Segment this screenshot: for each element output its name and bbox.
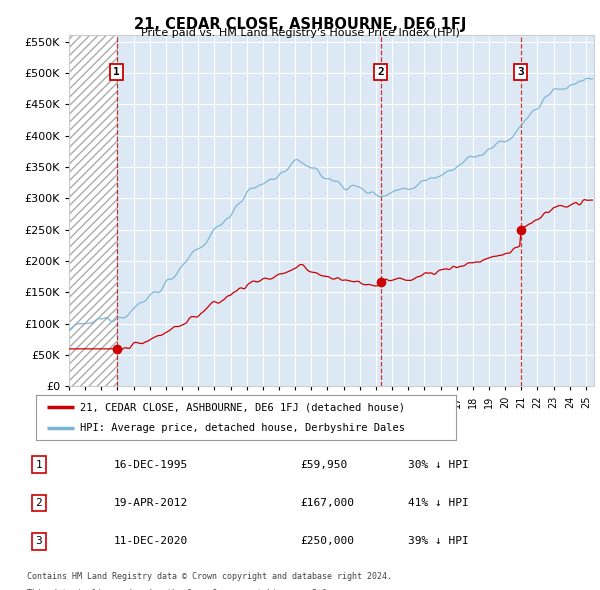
Text: £167,000: £167,000 xyxy=(300,498,354,508)
Text: 41% ↓ HPI: 41% ↓ HPI xyxy=(408,498,469,508)
Text: HPI: Average price, detached house, Derbyshire Dales: HPI: Average price, detached house, Derb… xyxy=(80,422,405,432)
Text: 3: 3 xyxy=(517,67,524,77)
Text: Price paid vs. HM Land Registry's House Price Index (HPI): Price paid vs. HM Land Registry's House … xyxy=(140,28,460,38)
Text: 16-DEC-1995: 16-DEC-1995 xyxy=(114,460,188,470)
Text: 30% ↓ HPI: 30% ↓ HPI xyxy=(408,460,469,470)
Text: This data is licensed under the Open Government Licence v3.0.: This data is licensed under the Open Gov… xyxy=(27,589,332,590)
Text: 21, CEDAR CLOSE, ASHBOURNE, DE6 1FJ: 21, CEDAR CLOSE, ASHBOURNE, DE6 1FJ xyxy=(134,17,466,31)
Text: £59,950: £59,950 xyxy=(300,460,347,470)
Text: 1: 1 xyxy=(35,460,43,470)
Text: 1: 1 xyxy=(113,67,120,77)
Text: Contains HM Land Registry data © Crown copyright and database right 2024.: Contains HM Land Registry data © Crown c… xyxy=(27,572,392,581)
Text: 11-DEC-2020: 11-DEC-2020 xyxy=(114,536,188,546)
Text: 3: 3 xyxy=(35,536,43,546)
Text: 21, CEDAR CLOSE, ASHBOURNE, DE6 1FJ (detached house): 21, CEDAR CLOSE, ASHBOURNE, DE6 1FJ (det… xyxy=(80,402,405,412)
Text: 2: 2 xyxy=(377,67,384,77)
Text: 39% ↓ HPI: 39% ↓ HPI xyxy=(408,536,469,546)
Text: £250,000: £250,000 xyxy=(300,536,354,546)
Text: 2: 2 xyxy=(35,498,43,508)
Text: 19-APR-2012: 19-APR-2012 xyxy=(114,498,188,508)
